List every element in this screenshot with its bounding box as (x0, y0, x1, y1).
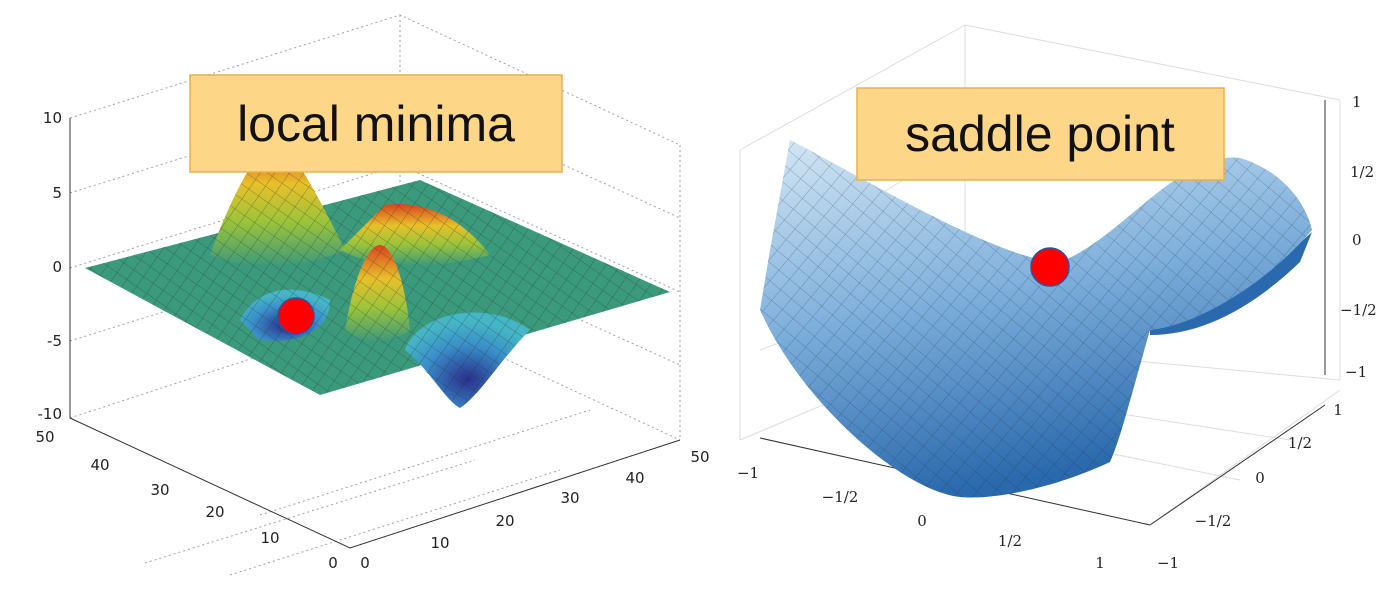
label-box (189, 74, 563, 173)
x-tick-label: 30 (560, 489, 579, 507)
left-z-ticks: 10 5 0 -5 -10 (38, 109, 63, 423)
saddle-marker (1030, 247, 1070, 287)
y-tick-label: 40 (90, 456, 109, 474)
y-tick-label: 50 (35, 428, 54, 446)
x-tick-label: 20 (495, 512, 514, 530)
saddle-surface (760, 140, 1312, 498)
y-tick-label: 0 (1255, 469, 1265, 487)
minimum-marker (277, 297, 315, 335)
x-tick-label: 1 (1095, 554, 1105, 572)
x-tick-label: −1 (737, 464, 759, 482)
z-tick-label: 1 (1352, 93, 1362, 111)
y-tick-label: 0 (328, 554, 338, 572)
z-tick-label: 1/2 (1350, 163, 1374, 181)
x-tick-label: 40 (625, 469, 644, 487)
y-tick-label: 10 (260, 529, 279, 547)
right-x-ticks: −1 −1/2 0 1/2 1 (737, 464, 1105, 572)
z-tick-label: 0 (1352, 231, 1362, 249)
x-tick-label: −1/2 (822, 488, 859, 506)
z-tick-label: 10 (43, 109, 62, 127)
y-tick-label: 1/2 (1288, 434, 1312, 452)
x-tick-label: 10 (430, 534, 449, 552)
z-tick-label: 0 (52, 258, 62, 276)
right-y-ticks: 1 1/2 0 −1/2 −1 (1157, 401, 1343, 572)
x-tick-label: 0 (360, 554, 370, 572)
left-y-ticks: 50 40 30 20 10 0 (35, 428, 337, 572)
z-tick-label: −1 (1345, 363, 1367, 381)
y-tick-label: −1 (1157, 554, 1179, 572)
right-z-ticks: 1 1/2 0 −1/2 −1 (1340, 93, 1377, 381)
y-tick-label: −1/2 (1195, 512, 1232, 530)
x-tick-label: 0 (917, 512, 927, 530)
z-tick-label: -10 (38, 405, 63, 423)
z-tick-label: −1/2 (1340, 301, 1377, 319)
y-tick-label: 1 (1333, 401, 1343, 419)
y-tick-label: 20 (205, 503, 224, 521)
left-x-ticks: 0 10 20 30 40 50 (360, 448, 709, 572)
x-tick-label: 1/2 (998, 532, 1022, 550)
label-text: saddle point (905, 106, 1175, 162)
x-tick-label: 50 (690, 448, 709, 466)
peaks-surface (85, 140, 670, 408)
z-tick-label: -5 (47, 332, 62, 350)
z-tick-label: 5 (52, 184, 62, 202)
label-box (856, 87, 1225, 181)
y-tick-label: 30 (150, 481, 169, 499)
label-text: local minima (237, 96, 515, 152)
